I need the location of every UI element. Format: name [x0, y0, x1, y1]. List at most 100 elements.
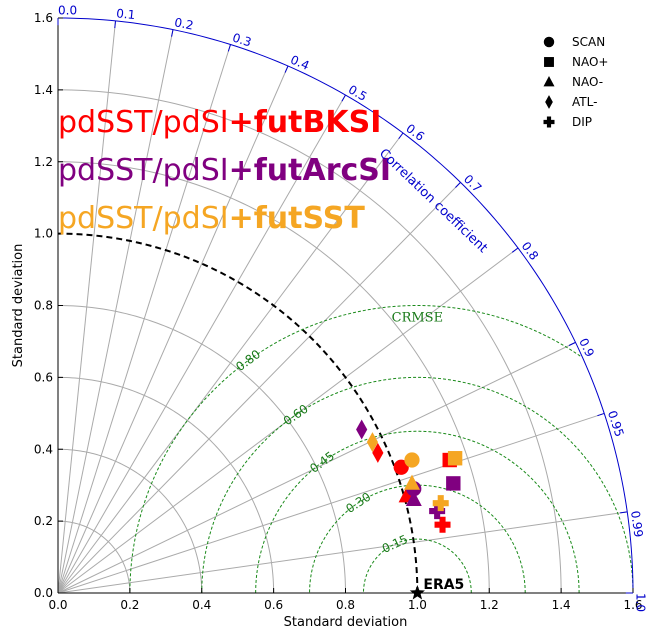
y-tick-label: 0.2 — [34, 514, 53, 528]
data-point-cross — [429, 503, 446, 520]
correlation-tick-mark — [455, 182, 461, 188]
data-point-diamond — [372, 442, 384, 463]
data-point-cross — [434, 516, 451, 533]
experiment-prefix: pdSST/pdSI — [58, 105, 229, 140]
data-point-circle — [393, 459, 409, 475]
correlation-tick-mark — [398, 132, 404, 140]
data-point-triangle — [403, 474, 420, 490]
points-layer — [356, 419, 463, 600]
y-tick-label: 1.4 — [34, 83, 53, 97]
correlation-tick-label: 0.95 — [605, 409, 627, 439]
y-axis-label: Standard deviation — [11, 244, 26, 368]
reference-label: ERA5 — [423, 577, 464, 593]
data-point-square — [446, 476, 461, 491]
experiment-suffix: +futSST — [229, 201, 366, 236]
legend-marker-circle — [543, 36, 555, 48]
std-grid-arc — [58, 520, 131, 594]
crmse-contour — [309, 484, 526, 594]
x-tick-label: 0.6 — [264, 598, 283, 612]
correlation-ray — [57, 341, 576, 594]
std-grid-arc — [57, 376, 275, 594]
correlation-tick-label: 0.0 — [58, 3, 77, 17]
outer-correlation-arc — [57, 17, 634, 594]
data-point-diamond — [366, 432, 379, 453]
legend-label: NAO+ — [572, 55, 608, 69]
correlation-ray — [57, 44, 231, 594]
crmse-contour — [201, 376, 634, 594]
experiment-suffix: +futArcSI — [229, 153, 391, 188]
std-grid-arc — [57, 305, 346, 594]
experiment-prefix: pdSST/pdSI — [58, 153, 229, 188]
correlation-tick-label: 0.8 — [519, 239, 542, 263]
y-tick-label: 1.2 — [34, 155, 53, 169]
correlation-tick-mark — [171, 29, 174, 37]
correlation-ray — [57, 65, 289, 594]
correlation-tick-label: 0.1 — [116, 6, 136, 22]
axes-layer: 0.0 0.2 0.4 0.6 0.8 1.0 1.2 1.4 1.60.00.20.40.60… — [34, 3, 648, 612]
correlation-ray — [57, 29, 174, 594]
correlation-ray — [57, 20, 116, 594]
x-tick-label: 1.6 — [623, 598, 642, 612]
reference-star-icon — [409, 585, 425, 600]
correlation-ray — [57, 94, 346, 594]
x-tick-label: 0.4 — [192, 598, 211, 612]
correlation-tick-mark — [284, 65, 289, 73]
correlation-ray — [57, 132, 404, 594]
correlation-tick-mark — [597, 412, 605, 417]
experiment-prefix: pdSST/pdSI — [58, 201, 229, 236]
y-tick-label: 0.0 — [34, 586, 53, 600]
correlation-ray — [57, 412, 605, 594]
correlation-ray — [57, 182, 461, 594]
correlation-tick-mark — [620, 511, 628, 514]
correlation-tick-label: 0.7 — [461, 172, 484, 195]
correlation-tick-mark — [511, 247, 519, 253]
crmse-contour-label: 0.80 — [233, 347, 263, 374]
y-tick-label: 0.6 — [34, 370, 53, 384]
correlation-tick-mark — [341, 94, 346, 102]
x-tick-label: 0.8 — [336, 598, 355, 612]
experiment-label: pdSST/pdSI+futBKSI — [58, 105, 381, 140]
correlation-tick-label: 0.4 — [288, 53, 311, 73]
y-tick-label: 1.6 — [34, 11, 53, 25]
correlation-tick-mark — [568, 341, 576, 346]
experiment-label: pdSST/pdSI+futSST — [58, 201, 365, 236]
y-tick-label: 1.0 — [34, 227, 53, 241]
std-grid-arc — [57, 161, 490, 594]
std-grid-arc — [57, 89, 562, 594]
data-point-diamond — [356, 419, 368, 440]
correlation-tick-mark — [114, 20, 116, 29]
legend: SCAN NAO+ NAO- ATL- DIP — [543, 35, 608, 129]
data-point-circle — [404, 452, 420, 468]
crmse-contour-label: 0.45 — [307, 449, 337, 476]
legend-marker-diamond — [545, 95, 553, 109]
x-tick-label: 0.2 — [120, 598, 139, 612]
x-tick-label: 0.0 — [48, 598, 67, 612]
data-point-square — [447, 451, 463, 466]
std-grid-arc — [57, 448, 203, 594]
crmse-layer: 0.15 0.300.45 0.60 0.80 — [129, 304, 634, 594]
legend-label: SCAN — [572, 35, 605, 49]
legend-marker-cross — [543, 116, 555, 128]
correlation-axis-label: Correlation coefficient — [376, 146, 490, 256]
experiment-label: pdSST/pdSI+futArcSI — [58, 153, 391, 188]
reference-std-arc — [57, 232, 419, 594]
y-tick-label: 0.4 — [34, 442, 53, 456]
crmse-contour — [362, 538, 472, 593]
x-tick-label: 1.2 — [480, 598, 499, 612]
crmse-label: CRMSE — [392, 311, 443, 326]
data-point-triangle — [405, 490, 422, 506]
y-tick-label: 0.8 — [34, 299, 53, 313]
crmse-contour-label: 0.30 — [343, 490, 373, 516]
correlation-ray — [57, 511, 628, 594]
legend-label: DIP — [572, 115, 592, 129]
x-tick-label: 1.0 — [408, 598, 427, 612]
correlation-tick-label: 0.99 — [628, 510, 646, 538]
x-tick-label: 1.4 — [552, 598, 571, 612]
correlation-tick-label: 0.3 — [231, 30, 253, 49]
legend-marker-triangle — [543, 75, 555, 87]
crmse-contour-label: 0.60 — [281, 402, 311, 429]
correlation-tick-label: 0.6 — [403, 121, 427, 144]
correlation-tick-label: 0.2 — [173, 15, 195, 33]
crmse-contour-label: 0.15 — [380, 532, 410, 556]
